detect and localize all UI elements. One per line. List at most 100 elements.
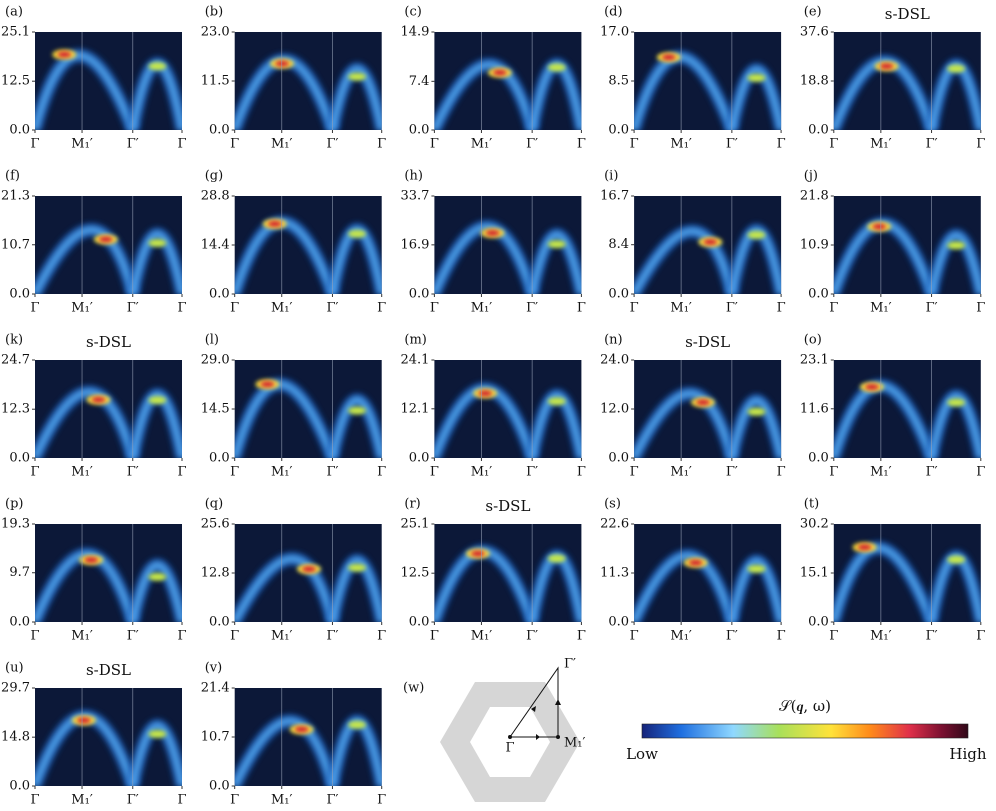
x-tick-label: Γ xyxy=(630,465,639,480)
panel-label: (g) xyxy=(205,169,223,184)
spectral-peak xyxy=(148,62,167,71)
x-tick-label: Γ′ xyxy=(726,137,738,152)
spectral-peak xyxy=(947,398,966,407)
spectral-band xyxy=(634,228,735,294)
spectral-peak xyxy=(348,229,367,238)
colorbar-high: High xyxy=(949,745,986,763)
y-tick-label: 29.0 xyxy=(201,353,230,368)
x-tick-label: Γ′ xyxy=(926,465,938,480)
spectral-peak xyxy=(57,51,72,58)
spectral-peak xyxy=(547,554,566,563)
x-tick-label: M₁′ xyxy=(471,465,493,480)
x-tick-label: Γ xyxy=(30,465,39,480)
spectral-peak xyxy=(148,396,167,405)
spectral-peak xyxy=(747,407,766,416)
spectral-peak xyxy=(879,63,894,70)
x-tick-label: Γ′ xyxy=(526,465,538,480)
spectral-band xyxy=(728,66,782,130)
y-tick-label: 0.0 xyxy=(209,287,230,302)
panel-label: (r) xyxy=(404,497,420,512)
y-tick-label: 0.0 xyxy=(209,451,230,466)
spectral-band xyxy=(329,226,382,294)
x-tick-label: Γ xyxy=(829,465,838,480)
x-tick-label: M₁′ xyxy=(670,137,692,152)
x-tick-label: Γ xyxy=(630,629,639,644)
x-tick-label: Γ xyxy=(430,301,439,316)
y-tick-label: 25.6 xyxy=(201,517,230,532)
x-tick-label: Γ xyxy=(230,137,239,152)
spectral-band xyxy=(35,551,136,622)
x-tick-label: Γ′ xyxy=(326,793,338,808)
y-tick-label: 0.0 xyxy=(409,615,430,630)
x-tick-label: M₁′ xyxy=(71,465,93,480)
panel: (l) 0.0 14.5 29.0 Γ M₁′ Γ′ Γ xyxy=(201,333,386,480)
y-tick-label: 12.0 xyxy=(600,402,629,417)
spectral-band xyxy=(728,558,782,622)
spectral-peak xyxy=(747,231,766,240)
heatmap-content xyxy=(634,49,782,130)
heatmap-content xyxy=(234,377,382,458)
x-tick-label: M₁′ xyxy=(670,301,692,316)
x-tick-label: M₁′ xyxy=(71,629,93,644)
panel-label: (o) xyxy=(804,333,822,348)
y-tick-label: 14.8 xyxy=(1,730,30,745)
spectral-peak xyxy=(747,73,766,82)
x-tick-label: Γ xyxy=(630,137,639,152)
y-tick-label: 11.6 xyxy=(800,401,829,416)
spectral-band xyxy=(634,390,735,458)
y-tick-label: 10.7 xyxy=(201,730,230,745)
spectral-peak xyxy=(947,555,966,564)
x-tick-label: M₁′ xyxy=(471,137,493,152)
x-tick-label: Γ xyxy=(976,629,985,644)
heatmap-content xyxy=(35,385,182,458)
x-tick-label: Γ′ xyxy=(326,465,338,480)
spectral-peak xyxy=(98,236,113,243)
colorbar-gradient xyxy=(641,723,969,739)
x-tick-label: Γ xyxy=(30,629,39,644)
x-tick-label: Γ′ xyxy=(326,137,338,152)
y-tick-label: 10.7 xyxy=(1,237,30,252)
path-arrows xyxy=(531,699,561,740)
x-tick-label: M₁′ xyxy=(471,629,493,644)
heatmap-content xyxy=(434,57,582,130)
spectral-band xyxy=(129,562,182,622)
heatmap-content xyxy=(234,714,382,786)
spectral-band xyxy=(329,396,382,458)
x-tick-label: M₁′ xyxy=(71,301,93,316)
panel-label: (n) xyxy=(604,333,623,348)
spectral-peak xyxy=(947,64,966,73)
x-tick-label: Γ xyxy=(430,137,439,152)
x-tick-label: Γ′ xyxy=(926,301,938,316)
y-tick-label: 0.0 xyxy=(808,123,829,138)
colorbar-label: 𝒮(𝒒, ω) xyxy=(779,697,831,715)
y-tick-label: 0.0 xyxy=(409,287,430,302)
x-tick-label: Γ′ xyxy=(926,137,938,152)
x-tick-label: M₁′ xyxy=(271,465,293,480)
x-tick-label: Γ xyxy=(430,629,439,644)
spectral-band xyxy=(634,552,735,622)
spectral-band xyxy=(728,227,782,294)
panel: (s) 0.0 11.3 22.6 Γ M₁′ Γ′ Γ xyxy=(600,497,785,644)
spectral-peak xyxy=(547,397,566,406)
y-tick-label: 0.0 xyxy=(9,451,30,466)
spectral-peak xyxy=(478,390,493,397)
spectral-peak xyxy=(470,550,485,557)
spectral-band xyxy=(234,556,336,622)
panel: (k) s-DSL 0.0 12.3 24.7 Γ M₁′ Γ′ Γ xyxy=(1,333,186,480)
y-tick-label: 33.7 xyxy=(400,189,429,204)
x-tick-label: Γ xyxy=(976,301,985,316)
spectral-peak xyxy=(91,396,106,403)
x-tick-label: M₁′ xyxy=(870,629,892,644)
x-tick-label: M₁′ xyxy=(71,793,93,808)
y-tick-label: 12.3 xyxy=(1,402,30,417)
spectral-band xyxy=(329,557,382,622)
y-tick-label: 16.9 xyxy=(400,237,429,252)
y-tick-label: 0.0 xyxy=(209,123,230,138)
spectral-peak xyxy=(301,566,316,573)
heatmap-content xyxy=(35,48,182,130)
panel-label: (t) xyxy=(804,497,819,512)
colorbar-low: Low xyxy=(626,745,658,763)
spectral-band xyxy=(728,397,782,458)
y-tick-label: 0.0 xyxy=(808,451,829,466)
y-tick-label: 0.0 xyxy=(9,615,30,630)
